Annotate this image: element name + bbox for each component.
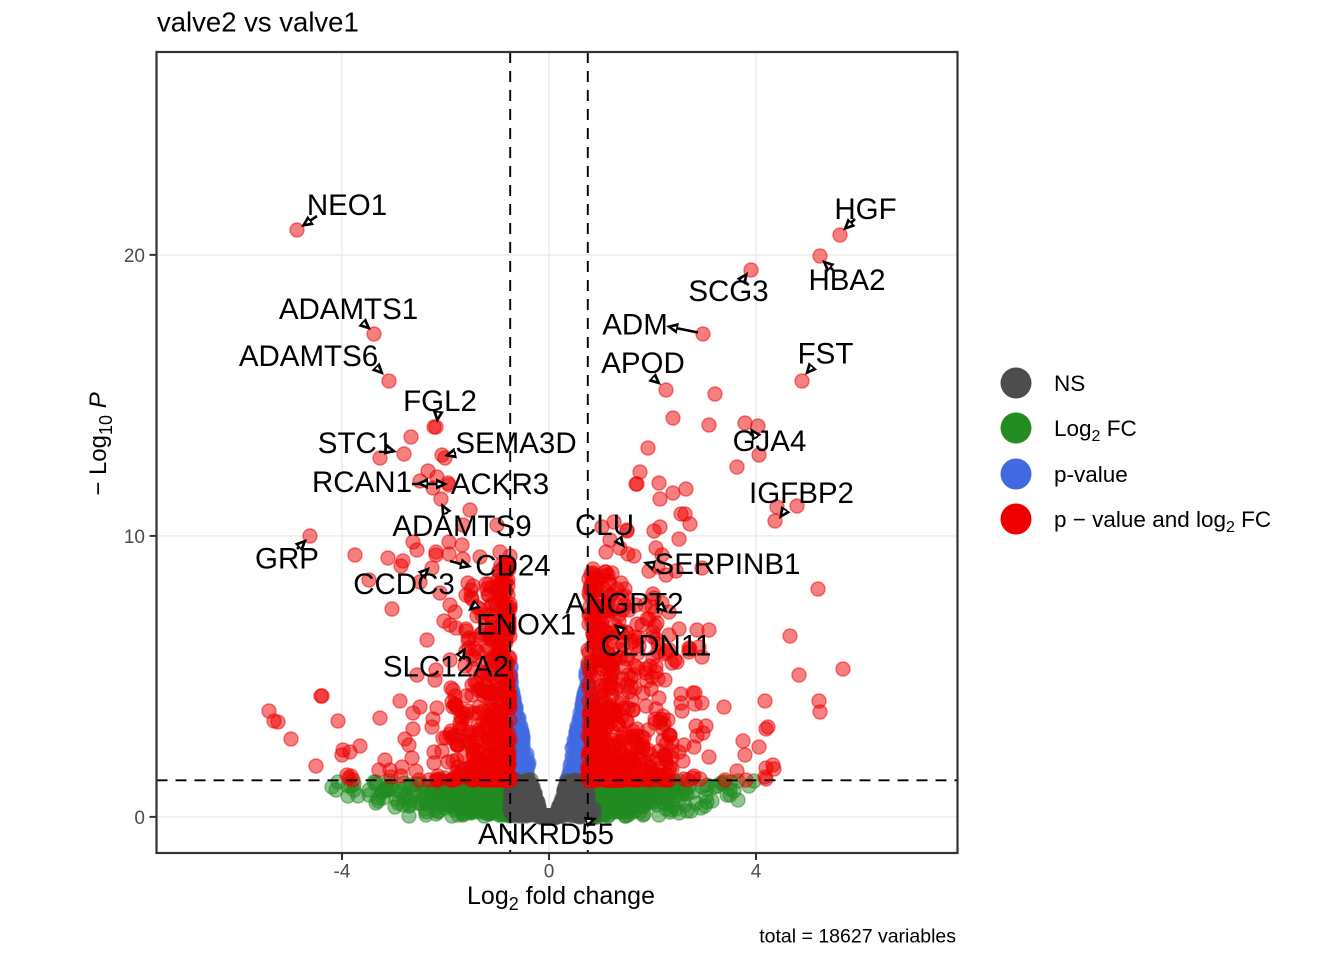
svg-text:HBA2: HBA2 (808, 264, 885, 297)
svg-text:NEO1: NEO1 (307, 189, 387, 222)
svg-text:IGFBP2: IGFBP2 (749, 477, 854, 510)
svg-text:CLU: CLU (575, 509, 634, 542)
svg-text:CLDN11: CLDN11 (601, 630, 712, 663)
svg-text:RCAN1: RCAN1 (312, 466, 412, 499)
svg-text:SCG3: SCG3 (688, 275, 768, 308)
svg-text:CCDC3: CCDC3 (353, 568, 455, 601)
svg-text:ADAMTS9: ADAMTS9 (392, 510, 531, 543)
svg-text:ADAMTS1: ADAMTS1 (279, 293, 418, 326)
svg-text:ADM: ADM (602, 309, 668, 342)
svg-text:FST: FST (798, 338, 854, 371)
svg-text:4: 4 (751, 862, 762, 883)
svg-text:ADAMTS6: ADAMTS6 (239, 340, 378, 373)
svg-text:NS: NS (1054, 371, 1085, 396)
svg-text:SERPINB1: SERPINB1 (655, 548, 801, 581)
svg-text:APOD: APOD (601, 347, 685, 380)
svg-text:valve2 vs valve1: valve2 vs valve1 (157, 7, 359, 38)
svg-text:STC1: STC1 (318, 427, 393, 460)
svg-text:CD24: CD24 (475, 550, 550, 583)
svg-text:GJA4: GJA4 (733, 425, 807, 458)
svg-text:HGF: HGF (834, 193, 896, 226)
svg-text:SEMA3D: SEMA3D (455, 427, 576, 460)
svg-text:Log2 fold change: Log2 fold change (467, 882, 655, 914)
svg-text:ANGPT2: ANGPT2 (565, 588, 683, 621)
svg-text:0: 0 (134, 808, 145, 829)
svg-text:FGL2: FGL2 (403, 385, 477, 418)
svg-text:p-value: p-value (1054, 462, 1128, 487)
svg-text:p − value and log2 FC: p − value and log2 FC (1054, 507, 1271, 536)
svg-text:ANKRD55: ANKRD55 (478, 818, 614, 851)
svg-text:-4: -4 (334, 862, 351, 883)
svg-text:ENOX1: ENOX1 (476, 609, 576, 642)
svg-text:20: 20 (124, 246, 145, 267)
svg-text:0: 0 (544, 862, 555, 883)
svg-text:SLC12A2: SLC12A2 (383, 651, 509, 684)
svg-text:GRP: GRP (255, 543, 319, 576)
svg-text:total = 18627 variables: total = 18627 variables (759, 926, 956, 948)
svg-text:ACKR3: ACKR3 (451, 468, 549, 501)
svg-text:− Log10 P: − Log10 P (85, 392, 116, 495)
svg-text:10: 10 (124, 527, 145, 548)
